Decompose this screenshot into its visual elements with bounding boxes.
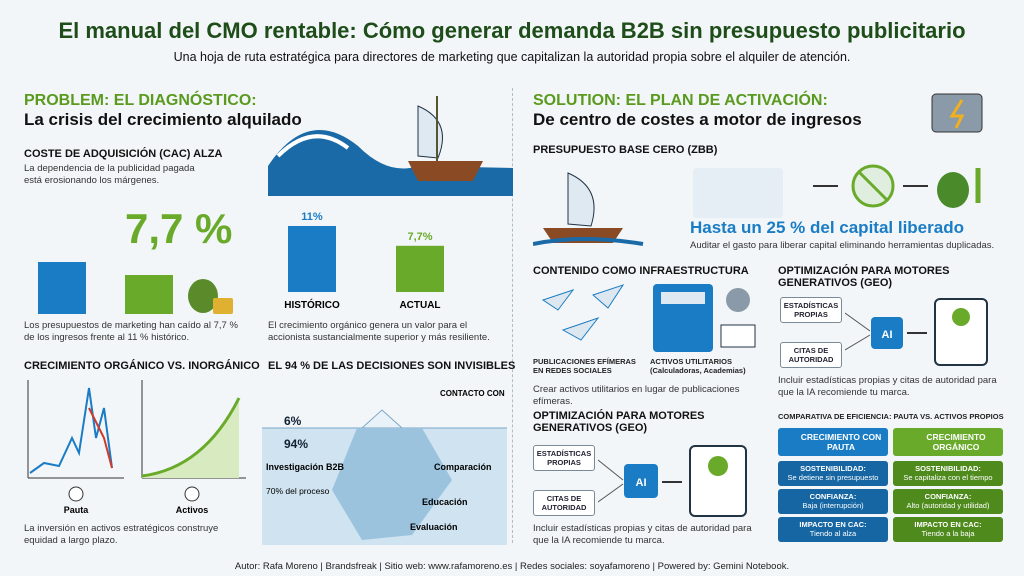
content-illustration [541,284,756,352]
big-number: 7,7 % [125,205,233,252]
growth-label: Activos [176,505,209,515]
comparison-cell: CONFIANZA: Alto (autoridad y utilidad) [893,489,1003,514]
decorative-bar [38,262,86,314]
content-label: ACTIVOS UTILITARIOS (Calculadoras, Acade… [650,357,746,375]
percent-label: 94% [284,437,308,451]
category-label: HISTÓRICO [284,298,340,311]
section-label: SOLUTION: EL PLAN DE ACTIVACIÓN: [533,92,828,109]
cell-value: Baja (interrupción) [802,501,864,510]
geo-box: CITAS DE AUTORIDAD [533,490,595,516]
iceberg-label: CONTACTO CON VENTAS [440,389,507,398]
comparison-cell: SOSTENIBILIDAD: Se detiene sin presupuest… [778,461,888,486]
block-title: CONTENIDO COMO INFRAESTRUCTURA [533,265,749,277]
geo-illustration: AI [598,445,747,517]
block-title: OPTIMIZACIÓN PARA MOTORES GENERATIVOS (G… [533,410,705,434]
cell-value: Tiendo al alza [809,529,857,538]
section-label: PROBLEM: EL DIAGNÓSTICO: [24,92,257,109]
block-text: Auditar el gasto para liberar capital el… [690,240,995,251]
block-title: CRECIMIENTO ORGÁNICO VS. INORGÁNICO [24,360,260,372]
stage-label: Comparación [434,462,492,472]
column-header: CRECIMIENTO ORGÁNICO [893,428,1003,456]
footer: Autor: Rafa Moreno | Brandsfreak | Sitio… [234,561,790,572]
category-label: ACTUAL [399,300,440,311]
column-header: CRECIMIENTO CON PAUTA [778,428,888,456]
subtitle: Una hoja de ruta estratégica para direct… [173,50,851,64]
cell-label: CONFIANZA: [924,492,972,501]
geo-box: ESTADÍSTICAS PROPIAS [780,297,842,323]
comparison-cell: IMPACTO EN CAC: Tiendo a la baja [893,517,1003,542]
section-heading: De centro de costes a motor de ingresos [533,110,862,129]
block-title: EL 94 % DE LAS DECISIONES SON INVISIBLES [268,360,516,372]
title: El manual del CMO rentable: Cómo generar… [58,18,966,43]
bar [396,245,444,292]
percent-label: 6% [284,414,302,428]
cell-label: IMPACTO EN CAC: [799,520,867,529]
cell-label: SOSTENIBILIDAD: [915,464,981,473]
ai-chip: AI [882,329,893,341]
comparison-cell: IMPACTO EN CAC: Tiendo al alza [778,517,888,542]
value-label: 7,7% [407,231,432,243]
bar-chart: 11% HISTÓRICO 7,7% ACTUAL [284,211,444,311]
cell-label: SOSTENIBILIDAD: [800,464,866,473]
comparison-cell: SOSTENIBILIDAD: Se capitaliza con el tiem… [893,461,1003,486]
value-label: 11% [301,211,323,223]
cell-value: Se capitaliza con el tiempo [903,473,993,482]
bar [288,226,336,292]
growth-illustration: Pauta Activos [27,380,246,515]
zbb-illustration [533,164,981,246]
chart-caption: El crecimiento orgánico genera un valor … [268,320,490,343]
cell-value: Alto (autoridad y utilidad) [906,501,990,510]
ship-wave-illustration [268,96,513,196]
growth-label: Pauta [64,505,90,515]
block-text: Incluir estadísticas propias y citas de … [778,375,997,398]
money-icon [188,279,233,314]
block-text: La dependencia de la publicidad pagada e… [24,163,195,186]
iceberg-label: 70% del proceso [266,486,330,496]
decorative-bar [125,275,173,314]
headline: Hasta un 25 % del capital liberado [690,218,964,237]
block-caption: La inversión en activos estratégicos con… [24,523,219,546]
comparison-cell: CONFIANZA: Baja (interrupción) [778,489,888,514]
block-title: COMPARATIVA DE EFICIENCIA: PAUTA VS. ACT… [778,412,1004,421]
section-heading: La crisis del crecimiento alquilado [24,110,302,129]
cell-value: Se detiene sin presupuesto [787,473,879,482]
content-label: PUBLICACIONES EFÍMERAS EN REDES SOCIALES [533,357,636,375]
stage-label: Evaluación [410,522,458,532]
block-title: PRESUPUESTO BASE CERO (ZBB) [533,144,718,156]
geo-box: ESTADÍSTICAS PROPIAS [533,445,595,471]
block-title: OPTIMIZACIÓN PARA MOTORES GENERATIVOS (G… [778,265,950,289]
iceberg-illustration: 6% 94% CONTACTO CON VENTAS Investigación… [262,389,507,545]
geo-illustration: AI [845,298,988,366]
geo-box: CITAS DE AUTORIDAD [780,342,842,368]
engine-icon [931,93,983,133]
cell-value: Tiendo a la baja [921,529,975,538]
cell-label: IMPACTO EN CAC: [914,520,982,529]
block-caption: Los presupuestos de marketing han caído … [24,320,238,343]
block-title: COSTE DE ADQUISICIÓN (CAC) ALZA [24,148,223,160]
divider [512,88,513,543]
ai-chip: AI [636,477,647,489]
cell-label: CONFIANZA: [809,492,857,501]
iceberg-label: Investigación B2B [266,462,345,472]
stage-label: Educación [422,497,468,507]
block-text: Crear activos utilitarios en lugar de pu… [533,384,740,407]
block-text: Incluir estadísticas propias y citas de … [533,523,752,546]
